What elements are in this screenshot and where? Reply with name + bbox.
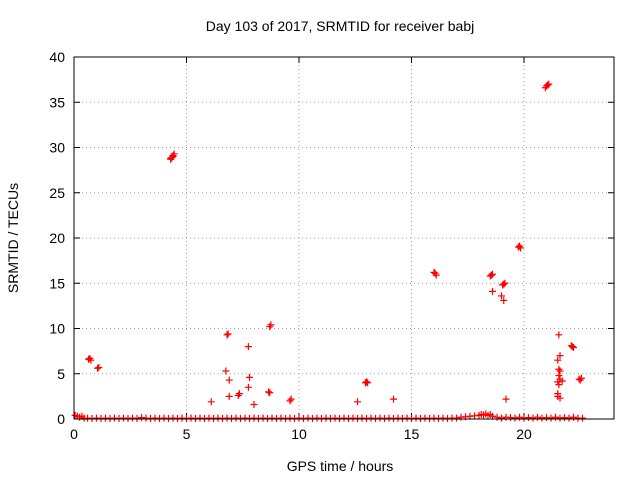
data-point-events <box>431 269 439 277</box>
data-point-events <box>234 391 242 399</box>
data-point-events <box>498 292 505 300</box>
data-point-events <box>545 80 553 88</box>
y-tick-label: 5 <box>57 366 65 382</box>
data-point-events <box>517 244 525 252</box>
data-point-events <box>169 153 177 161</box>
data-point-events <box>558 377 566 385</box>
x-tick-label: 0 <box>70 426 78 442</box>
data-point-events <box>225 376 233 384</box>
data-point-events <box>555 331 563 339</box>
data-point-events <box>95 363 103 371</box>
data-point-events <box>266 323 274 331</box>
data-point-events <box>489 270 496 278</box>
data-point-events <box>222 367 230 375</box>
data-point-events <box>363 378 370 386</box>
data-point-baseline <box>570 413 577 421</box>
data-point-events <box>364 379 372 387</box>
data-point-events <box>250 401 258 409</box>
data-point-baseline <box>547 414 555 422</box>
data-point-events <box>555 372 563 380</box>
data-point-events <box>266 389 274 397</box>
data-point-events <box>244 383 252 391</box>
data-point-baseline <box>516 413 523 421</box>
data-point-events <box>568 343 576 351</box>
data-point-events <box>207 398 215 406</box>
data-point-events <box>576 376 584 384</box>
y-axis-label: SRMTID / TECUs <box>5 183 21 293</box>
data-point-baseline <box>498 414 505 422</box>
data-point-events <box>502 395 510 403</box>
y-tick-label: 15 <box>49 275 65 291</box>
y-tick-label: 40 <box>49 49 65 65</box>
x-tick-label: 10 <box>291 426 307 442</box>
grid-lines <box>74 57 614 419</box>
y-tick-label: 25 <box>49 185 65 201</box>
data-point-baseline <box>552 413 559 421</box>
y-tick-label: 0 <box>57 411 65 427</box>
y-tick-label: 20 <box>49 230 65 246</box>
axis-ticks: 0 5 10 15 20 0 5 10 15 20 25 30 35 40 <box>49 49 614 442</box>
x-tick-label: 20 <box>516 426 532 442</box>
data-point-baseline <box>511 414 519 422</box>
data-point-events <box>224 330 232 338</box>
y-tick-label: 10 <box>49 321 65 337</box>
data-point-events <box>577 374 585 382</box>
data-point-events <box>87 356 95 364</box>
data-point-events <box>544 81 552 89</box>
data-point-events <box>556 352 564 360</box>
data-point-events <box>554 390 562 398</box>
plot-frame <box>73 56 615 420</box>
y-tick-label: 30 <box>49 140 65 156</box>
data-point-events <box>244 343 252 351</box>
data-point-baseline <box>493 413 501 421</box>
data-point-events <box>267 321 275 329</box>
data-point-events <box>287 395 295 403</box>
x-tick-label: 5 <box>183 426 191 442</box>
data-point-events <box>223 331 231 339</box>
data-point-events <box>390 395 397 403</box>
data-point-events <box>286 397 294 405</box>
data-point-events <box>94 364 102 372</box>
data-point-events <box>235 390 243 398</box>
x-tick-label: 15 <box>404 426 420 442</box>
data-points <box>71 80 586 423</box>
data-point-events <box>86 354 94 362</box>
data-point-events <box>554 356 562 364</box>
data-point-events <box>501 279 509 287</box>
data-point-events <box>556 394 564 402</box>
data-point-events <box>500 296 508 304</box>
data-point-events <box>500 280 508 288</box>
data-point-events <box>246 373 253 381</box>
data-point-events <box>265 388 273 396</box>
y-tick-label: 35 <box>49 94 65 110</box>
data-point-baseline <box>529 414 537 422</box>
data-point-baseline <box>565 414 573 422</box>
data-point-events <box>570 344 577 352</box>
x-axis-label: GPS time / hours <box>287 458 394 474</box>
data-point-events <box>489 287 496 295</box>
data-point-events <box>556 367 564 375</box>
data-point-events <box>487 271 495 279</box>
data-point-baseline <box>579 414 586 422</box>
data-point-events <box>516 242 523 250</box>
data-point-events <box>555 365 563 373</box>
data-point-baseline <box>534 413 541 421</box>
chart-title: Day 103 of 2017, SRMTID for receiver bab… <box>206 18 474 34</box>
data-point-events <box>225 392 233 400</box>
data-point-events <box>432 271 440 279</box>
data-point-baseline <box>453 414 460 422</box>
data-point-events <box>354 398 361 406</box>
